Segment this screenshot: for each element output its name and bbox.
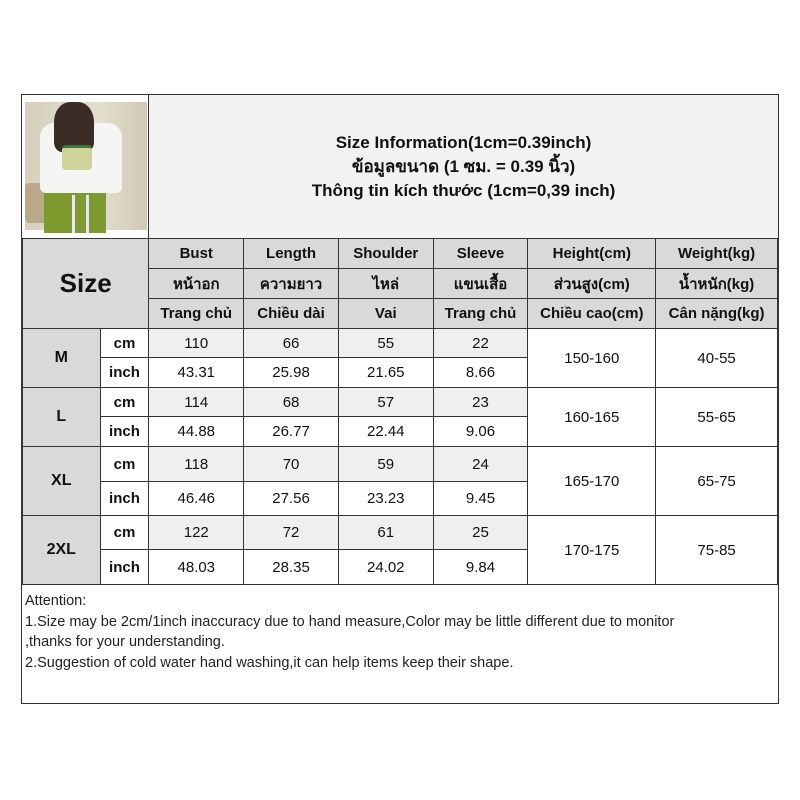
value-cell: 23 [432, 387, 529, 417]
value-cell: 44.88 [148, 416, 245, 447]
table-row-cm: M cm 110 66 55 22 150-160 40-55 [22, 328, 778, 388]
weight-cell: 55-65 [655, 387, 778, 447]
value-cell: 66 [243, 328, 339, 358]
unit-cell: inch [99, 357, 150, 388]
title-thai: ข้อมูลขนาด (1 ซม. = 0.39 นิ้ว) [351, 156, 576, 176]
col-header: Shoulder [337, 238, 434, 269]
col-header: ความยาว [243, 268, 339, 299]
col-header: น้ำหนัก(kg) [655, 268, 778, 299]
size-header: Size [21, 238, 150, 329]
table-row-inch: inch 44.88 26.77 22.44 9.06 [23, 416, 778, 447]
unit-cell: inch [99, 549, 150, 585]
value-cell: 55 [337, 328, 434, 358]
value-cell: 46.46 [148, 481, 245, 516]
col-header: Height(cm) [527, 238, 657, 269]
value-cell: 9.06 [432, 416, 529, 447]
col-header: Chiều dài [243, 298, 339, 329]
value-cell: 48.03 [148, 549, 245, 585]
col-header: Length [243, 238, 339, 269]
col-header: Chiều cao(cm) [527, 298, 657, 329]
chart-title: Size Information(1cm=0.39inch) ข้อมูลขนา… [149, 95, 778, 239]
title-english: Size Information(1cm=0.39inch) [335, 132, 592, 152]
size-chart: Size Information(1cm=0.39inch) ข้อมูลขนา… [21, 94, 779, 704]
value-cell: 110 [148, 328, 245, 358]
size-cell: XL [22, 446, 101, 516]
table-row-inch: inch 46.46 27.56 23.23 9.45 [23, 481, 778, 516]
height-cell: 165-170 [527, 446, 657, 516]
header-row-english: Size Bust Length Shoulder Sleeve Height(… [21, 238, 778, 329]
unit-cell: inch [99, 416, 150, 447]
weight-cell: 75-85 [655, 515, 778, 585]
col-header: Sleeve [432, 238, 529, 269]
value-cell: 70 [243, 446, 339, 482]
col-header: Weight(kg) [655, 238, 778, 269]
value-cell: 114 [148, 387, 245, 417]
weight-cell: 40-55 [655, 328, 778, 388]
value-cell: 9.45 [432, 481, 529, 516]
table-row-cm: 2XL cm 122 72 61 25 170-175 75-85 [22, 515, 778, 585]
value-cell: 26.77 [243, 416, 339, 447]
value-cell: 59 [337, 446, 434, 482]
value-cell: 8.66 [432, 357, 529, 388]
table-row-cm: XL cm 118 70 59 24 165-170 65-75 [22, 446, 778, 516]
unit-cell: cm [99, 387, 150, 417]
height-cell: 160-165 [527, 387, 657, 447]
table-row-inch: inch 43.31 25.98 21.65 8.66 [23, 357, 778, 388]
value-cell: 24 [432, 446, 529, 482]
value-cell: 27.56 [243, 481, 339, 516]
col-header: ไหล่ [337, 268, 434, 299]
value-cell: 25.98 [243, 357, 339, 388]
value-cell: 28.35 [243, 549, 339, 585]
value-cell: 43.31 [148, 357, 245, 388]
product-photo [22, 95, 149, 239]
weight-cell: 65-75 [655, 446, 778, 516]
size-table: Size Bust Length Shoulder Sleeve Height(… [21, 238, 778, 585]
unit-cell: cm [99, 446, 150, 482]
table-row-cm: L cm 114 68 57 23 160-165 55-65 [22, 387, 778, 447]
unit-cell: inch [99, 481, 150, 516]
col-header: Trang chủ [432, 298, 529, 329]
value-cell: 24.02 [337, 549, 434, 585]
note-line: ,thanks for your understanding. [25, 634, 225, 650]
value-cell: 21.65 [337, 357, 434, 388]
table-row-inch: inch 48.03 28.35 24.02 9.84 [23, 549, 778, 585]
value-cell: 122 [148, 515, 245, 550]
col-header: Trang chủ [148, 298, 245, 329]
height-cell: 150-160 [527, 328, 657, 388]
value-cell: 61 [337, 515, 434, 550]
value-cell: 118 [148, 446, 245, 482]
note-line: 2.Suggestion of cold water hand washing,… [25, 654, 514, 671]
unit-cell: cm [99, 515, 150, 550]
height-cell: 170-175 [527, 515, 657, 585]
unit-cell: cm [99, 328, 150, 358]
header-row-thai: หน้าอก ความยาว ไหล่ แขนเสื้อ ส่วนสูง(cm)… [23, 268, 778, 299]
value-cell: 22 [432, 328, 529, 358]
col-header: ส่วนสูง(cm) [527, 268, 657, 299]
value-cell: 23.23 [337, 481, 434, 516]
attention-notes: Attention: 1.Size may be 2cm/1inch inacc… [22, 589, 778, 703]
value-cell: 72 [243, 515, 339, 550]
col-header: Vai [337, 298, 434, 329]
value-cell: 57 [337, 387, 434, 417]
title-vietnamese: Thông tin kích thước (1cm=0,39 inch) [311, 180, 616, 200]
size-cell: L [22, 387, 101, 447]
col-header: หน้าอก [148, 268, 245, 299]
col-header: Bust [148, 238, 245, 269]
size-cell: 2XL [22, 515, 101, 585]
col-header: Cân nặng(kg) [655, 298, 778, 329]
size-cell: M [22, 328, 101, 388]
value-cell: 22.44 [337, 416, 434, 447]
notes-heading: Attention: [25, 593, 87, 609]
value-cell: 25 [432, 515, 529, 550]
value-cell: 68 [243, 387, 339, 417]
note-line: 1.Size may be 2cm/1inch inaccuracy due t… [25, 613, 675, 630]
value-cell: 9.84 [432, 549, 529, 585]
col-header: แขนเสื้อ [432, 268, 529, 299]
